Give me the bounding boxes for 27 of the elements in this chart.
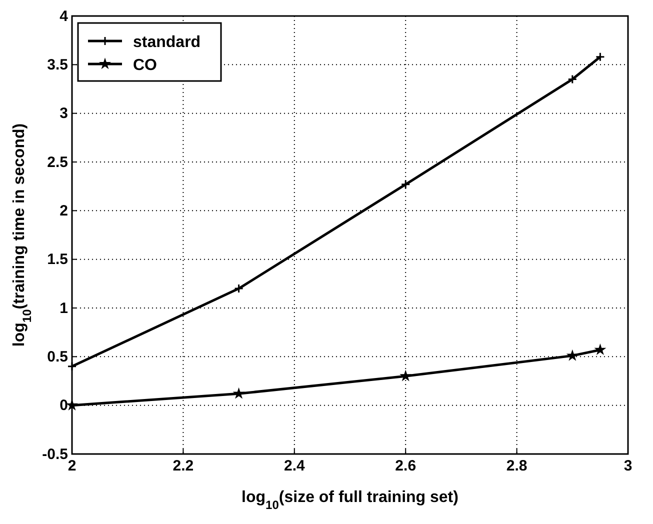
y-tick-label: 2 xyxy=(60,202,68,220)
point xyxy=(232,387,245,399)
x-tick-label: 2.2 xyxy=(172,458,194,475)
y-tick-label: 3 xyxy=(60,105,68,122)
x-tick-label: 3 xyxy=(624,458,632,475)
y-tick-label: 3.5 xyxy=(47,56,68,74)
y-tick-label: 0.5 xyxy=(47,348,68,366)
point xyxy=(594,344,606,355)
x-tick-label: 2.4 xyxy=(284,458,306,475)
y-tick-label: 4 xyxy=(60,8,69,25)
y-tick-label: 0 xyxy=(60,397,68,414)
y-tick-label: 1.5 xyxy=(47,251,68,268)
point xyxy=(400,180,410,190)
y-tick-label: -0.5 xyxy=(42,446,68,463)
y-tick-label: 2.5 xyxy=(47,154,68,171)
point xyxy=(400,370,412,382)
x-tick-label: 2.6 xyxy=(395,458,416,475)
y-tick-label: 1 xyxy=(60,300,68,317)
point xyxy=(566,349,578,361)
point xyxy=(595,52,605,62)
point xyxy=(568,74,578,84)
legend-label: standard xyxy=(133,34,201,51)
legend-label: CO xyxy=(133,57,157,74)
x-tick-label: 2.8 xyxy=(506,458,528,475)
x-axis-title: log$_{10}$(size of full training set) xyxy=(242,489,458,512)
point xyxy=(234,284,244,294)
point xyxy=(67,362,77,372)
